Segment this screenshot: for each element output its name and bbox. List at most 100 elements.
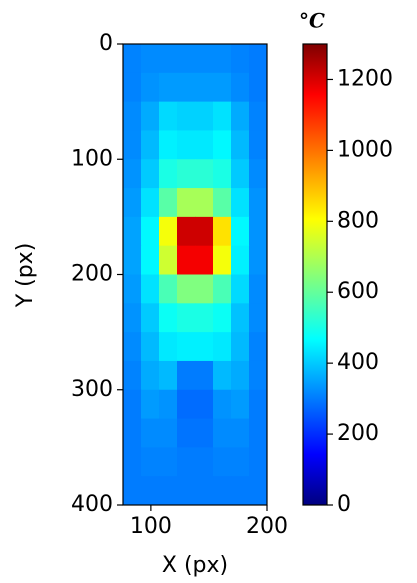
heatmap-cell	[159, 245, 178, 275]
heatmap-cell	[249, 476, 268, 506]
heatmap-cell	[195, 72, 214, 103]
heatmap-cell	[249, 188, 268, 218]
heatmap-cell	[195, 216, 214, 247]
heatmap-cell	[195, 159, 214, 189]
heatmap-cell	[123, 360, 142, 391]
y-axis-label: Y (px)	[13, 243, 38, 309]
heatmap-cell	[195, 44, 214, 74]
heatmap-cell	[213, 274, 232, 304]
colorbar-label: °C	[299, 9, 325, 33]
heatmap-cell	[123, 418, 142, 448]
heatmap-cell	[195, 389, 214, 420]
heatmap-cell	[141, 476, 160, 506]
heatmap-cell	[213, 447, 232, 477]
heatmap-cell	[141, 245, 160, 275]
colorbar-tick-label: 1000	[337, 137, 393, 162]
y-tick-label: 400	[71, 492, 113, 517]
heatmap-cell	[249, 101, 268, 131]
heatmap-cell	[141, 447, 160, 477]
heatmap-cell	[231, 44, 250, 74]
heatmap-cell	[213, 130, 232, 160]
heatmap-cell	[141, 72, 160, 103]
heatmap-cell	[177, 476, 196, 506]
heatmap-cell	[213, 332, 232, 362]
heatmap-cell	[195, 360, 214, 391]
colorbar-tick-label: 0	[337, 492, 351, 517]
heatmap-cell	[231, 476, 250, 506]
heatmap-cell	[249, 360, 268, 391]
colorbar-tick-label: 200	[337, 421, 379, 446]
heatmap-cell	[123, 44, 142, 74]
heatmap-cell	[159, 274, 178, 304]
heatmap-cell	[123, 303, 142, 333]
heatmap-cell	[195, 130, 214, 160]
heatmap-cell	[213, 389, 232, 420]
heatmap-cell	[249, 303, 268, 333]
heatmap-cell	[213, 72, 232, 103]
heatmap-cell	[249, 216, 268, 247]
colorbar	[302, 43, 328, 506]
heatmap-cell	[123, 274, 142, 304]
heatmap-cell	[249, 332, 268, 362]
heatmap-cell	[231, 418, 250, 448]
heatmap-cell	[213, 159, 232, 189]
heatmap-cell	[231, 188, 250, 218]
y-tick-label: 300	[71, 377, 113, 402]
heatmap-cell	[159, 476, 178, 506]
heatmap-cell	[195, 332, 214, 362]
heatmap-cell	[231, 72, 250, 103]
heatmap-cell	[249, 245, 268, 275]
heatmap-cell	[123, 245, 142, 275]
heatmap-cell	[159, 360, 178, 391]
heatmap-cell	[231, 360, 250, 391]
heatmap-cell	[231, 216, 250, 247]
heatmap-cell	[231, 101, 250, 131]
heatmap-cell	[231, 274, 250, 304]
heatmap-cell	[249, 418, 268, 448]
heatmap-cell	[159, 216, 178, 247]
heatmap-cell	[123, 159, 142, 189]
heatmap-cell	[231, 303, 250, 333]
heatmap-cell	[249, 44, 268, 74]
heatmap-cell	[177, 447, 196, 477]
heatmap-cell	[249, 130, 268, 160]
heatmap-cell	[123, 389, 142, 420]
heatmap-cell	[123, 332, 142, 362]
heatmap-cell	[141, 101, 160, 131]
heatmap-cell	[231, 332, 250, 362]
heatmap-cell	[213, 188, 232, 218]
heatmap-cell	[177, 303, 196, 333]
heatmap-cell	[123, 72, 142, 103]
heatmap-cell	[231, 389, 250, 420]
heatmap-cell	[177, 188, 196, 218]
heatmap-cell	[213, 360, 232, 391]
heatmap-cell	[141, 274, 160, 304]
y-tick-label: 100	[71, 146, 113, 171]
heatmap-cell	[141, 216, 160, 247]
heatmap-cell	[177, 274, 196, 304]
heatmap-cell	[159, 447, 178, 477]
heatmap-cell	[141, 130, 160, 160]
y-tick-label: 0	[99, 31, 113, 56]
heatmap-cell	[177, 101, 196, 131]
heatmap-cell	[213, 101, 232, 131]
heatmap-cell	[123, 188, 142, 218]
colorbar-tick-label: 1200	[337, 66, 393, 91]
heatmap-cell	[231, 447, 250, 477]
heatmap-cell	[141, 389, 160, 420]
heatmap-cell	[141, 159, 160, 189]
heatmap-cell	[177, 44, 196, 74]
heatmap-cell	[123, 101, 142, 131]
heatmap-cell	[231, 159, 250, 189]
heatmap-cell	[195, 418, 214, 448]
heatmap-cell	[195, 274, 214, 304]
x-axis-label: X (px)	[162, 553, 228, 578]
heatmap-cell	[177, 332, 196, 362]
heatmap-cell	[249, 389, 268, 420]
heatmap-cell	[141, 418, 160, 448]
heatmap-cell	[249, 447, 268, 477]
heatmap-cell	[195, 188, 214, 218]
heatmap-cell	[177, 418, 196, 448]
heatmap-cell	[213, 476, 232, 506]
colorbar-tick-label: 800	[337, 208, 379, 233]
